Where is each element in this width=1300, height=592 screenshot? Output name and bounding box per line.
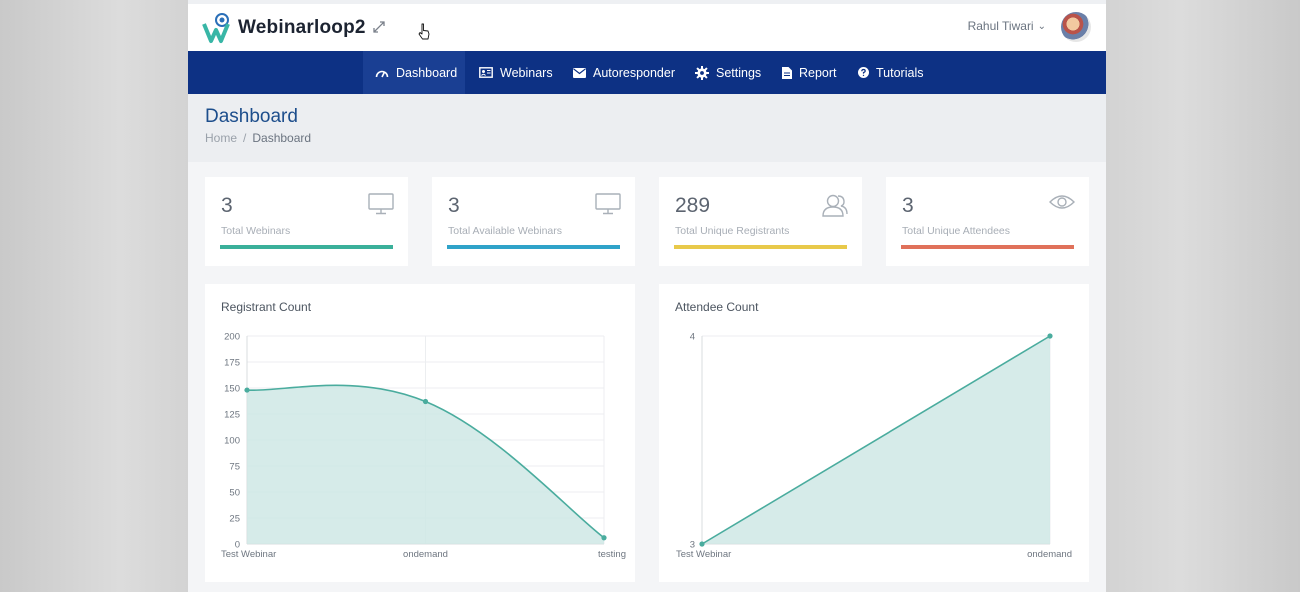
stat-value: 3 [902,194,914,217]
y-tick-label: 150 [224,384,240,395]
attendee-count-panel: Attendee Count 3 4 Test Webinar ondemand [659,284,1089,582]
nav-item-autoresponder[interactable]: Autoresponder [573,51,675,94]
series-line [701,335,1051,545]
y-tick-label: 0 [235,540,240,551]
y-tick-label: 3 [690,540,695,551]
eye-icon [1049,195,1075,209]
webinars-icon [479,67,493,78]
nav-label: Tutorials [876,65,924,80]
monitor-icon [595,193,621,215]
data-point [601,535,607,541]
chevron-down-icon: ⌄ [1037,20,1046,32]
stat-bar [674,245,847,249]
y-tick-label: 50 [229,488,240,499]
breadcrumb: Home / Dashboard [205,131,311,145]
gear-icon [695,65,709,80]
breadcrumb-current: Dashboard [252,131,312,145]
y-tick-label: 200 [224,332,240,343]
stat-bar [220,245,393,249]
data-point [699,541,705,547]
stat-label: Total Unique Registrants [675,225,790,237]
x-tick-label: ondemand [1027,549,1072,560]
stat-value: 3 [448,194,460,217]
y-tick-label: 25 [229,514,240,525]
nav-label: Webinars [500,65,553,80]
stat-bar [447,245,620,249]
stat-value: 3 [221,194,233,217]
attendee-count-chart: 3 4 Test Webinar ondemand [676,332,1072,561]
main-nav: Dashboard Webinars Autoresponder [188,51,1106,94]
stat-card-unique-registrants[interactable]: 289 Total Unique Registrants [659,177,862,266]
stat-label: Total Available Webinars [448,225,563,237]
series-area [247,385,604,544]
nav-label: Settings [716,65,762,80]
nav-item-report[interactable]: Report [782,51,837,94]
nav-item-tutorials[interactable]: Tutorials [858,51,923,94]
stat-label: Total Webinars [221,225,291,237]
nav-label: Dashboard [396,65,458,80]
brand-name: Webinarloop2 [238,17,366,38]
data-point [244,387,250,393]
breadcrumb-home[interactable]: Home [205,131,238,145]
document-icon [782,66,792,79]
stat-card-total-webinars[interactable]: 3 Total Webinars [205,177,408,266]
dashboard-content: 3 Total Webinars 3 Total Available Webin… [188,162,1106,592]
logo-icon [202,13,230,43]
nav-label: Report [799,65,837,80]
expand-icon[interactable] [372,20,386,34]
mouse-pointer-icon [418,23,430,40]
stat-card-available-webinars[interactable]: 3 Total Available Webinars [432,177,635,266]
breadcrumb-separator: / [243,131,247,145]
app-window: Webinarloop2 Rahul Tiwari ⌄ Dashboard We… [188,0,1106,592]
users-icon [822,194,848,217]
panel-title: Attendee Count [675,300,759,314]
dashboard-icon [375,70,389,77]
page-title: Dashboard [205,106,298,127]
y-tick-label: 4 [690,332,695,343]
stat-card-unique-attendees[interactable]: 3 Total Unique Attendees [886,177,1089,266]
avatar[interactable] [1061,12,1091,42]
user-menu[interactable]: Rahul Tiwari ⌄ [968,19,1046,33]
x-tick-label: Test Webinar [221,549,276,560]
stat-value: 289 [675,194,711,217]
nav-item-dashboard[interactable]: Dashboard [363,51,465,94]
y-tick-label: 75 [229,462,240,473]
nav-item-settings[interactable]: Settings [695,51,761,94]
nav-label: Autoresponder [593,65,676,80]
brand-logo[interactable]: Webinarloop2 [202,12,366,44]
monitor-icon [368,193,394,215]
data-point [1047,333,1053,339]
y-tick-label: 125 [224,410,240,421]
user-name: Rahul Tiwari [967,19,1034,33]
registrant-count-chart: 0 25 50 75 100 125 150 175 200 Test Webinar ondema… [221,332,626,561]
y-tick-label: 175 [224,358,240,369]
nav-item-webinars[interactable]: Webinars [479,51,553,94]
stat-label: Total Unique Attendees [902,225,1010,237]
y-tick-label: 100 [224,436,240,447]
page-header: Dashboard Home / Dashboard [188,94,1106,162]
registrant-count-panel: Registrant Count 0 25 50 75 100 125 150 175 200 T… [205,284,635,582]
top-bar: Webinarloop2 Rahul Tiwari ⌄ [188,4,1106,51]
x-tick-label: ondemand [403,549,448,560]
x-tick-label: testing [598,549,626,560]
envelope-icon [573,67,586,78]
question-icon [858,67,869,78]
panel-title: Registrant Count [221,300,312,314]
data-point [422,398,429,405]
x-tick-label: Test Webinar [676,549,731,560]
stat-bar [901,245,1074,249]
